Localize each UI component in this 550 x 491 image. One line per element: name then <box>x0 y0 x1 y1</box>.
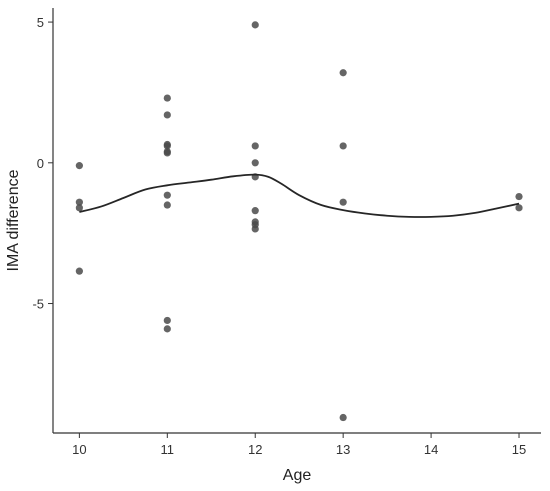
data-point <box>339 142 347 150</box>
data-point <box>251 159 259 167</box>
data-point <box>163 111 171 119</box>
y-axis-ticks: 5 0 -5 <box>32 15 53 312</box>
data-point <box>515 192 523 201</box>
x-tick-label: 12 <box>248 442 262 457</box>
y-tick-label: -5 <box>32 297 44 312</box>
data-point <box>339 198 347 206</box>
data-point <box>163 94 171 102</box>
data-point <box>163 316 171 325</box>
data-point <box>163 201 171 209</box>
smooth-trend-line <box>79 173 520 218</box>
data-point <box>515 204 523 212</box>
data-point <box>251 225 259 233</box>
data-point <box>75 204 83 212</box>
data-point <box>251 21 259 29</box>
x-tick-label: 14 <box>424 442 438 457</box>
data-point <box>251 207 259 215</box>
data-point <box>75 267 83 275</box>
data-point <box>339 413 347 422</box>
x-axis-ticks: 10 11 12 13 14 15 <box>72 433 526 457</box>
y-tick-label: 0 <box>37 156 44 171</box>
data-points <box>75 21 523 422</box>
x-tick-label: 15 <box>512 442 526 457</box>
x-tick-label: 11 <box>161 442 175 457</box>
data-point <box>75 162 83 170</box>
data-point <box>163 149 171 157</box>
x-tick-label: 10 <box>72 442 86 457</box>
data-point <box>75 198 83 206</box>
data-point <box>163 191 171 199</box>
data-point <box>163 325 171 333</box>
y-tick-label: 5 <box>37 15 44 30</box>
x-tick-label: 13 <box>336 442 350 457</box>
data-point <box>163 142 171 150</box>
data-point <box>339 69 347 77</box>
y-axis-title: IMA difference <box>5 169 22 271</box>
data-point <box>251 142 259 150</box>
x-axis-title: Age <box>283 467 312 484</box>
